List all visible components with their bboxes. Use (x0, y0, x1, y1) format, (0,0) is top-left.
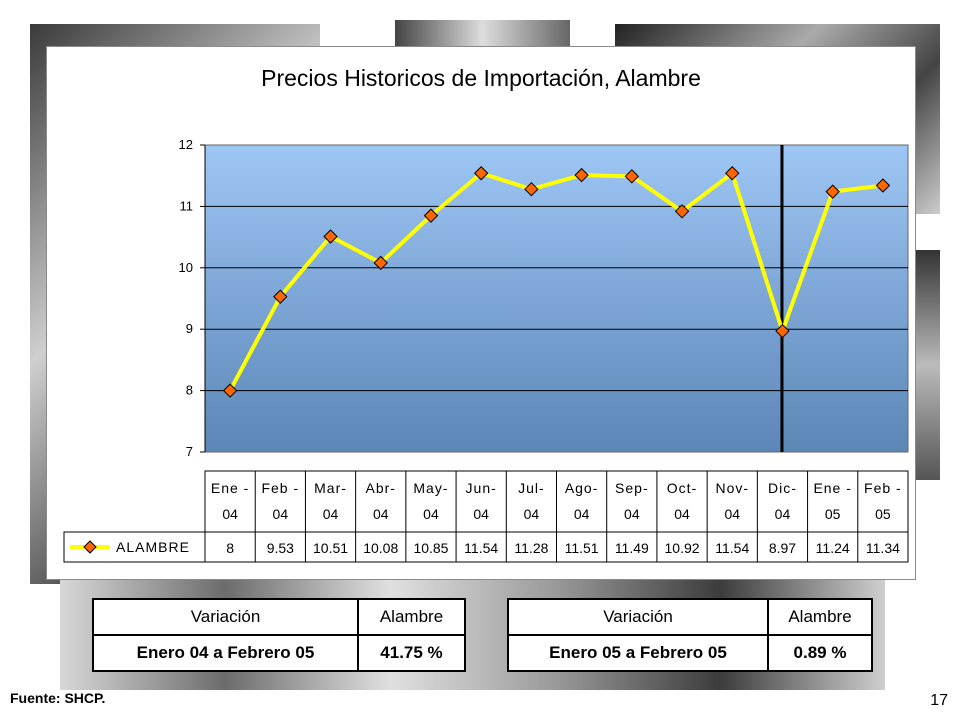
x-category-label: 04 (273, 506, 289, 522)
x-category-label: 05 (875, 506, 891, 522)
legend-marker-swatch (83, 540, 97, 554)
table-cell-period: Enero 04 a Febrero 05 (92, 634, 359, 672)
x-category-label: 04 (524, 506, 540, 522)
x-category-label: Sep- (615, 480, 649, 496)
source-note: Fuente: SHCP. (10, 690, 106, 706)
variation-table-2: Variación Alambre Enero 05 a Febrero 05 … (507, 598, 873, 672)
data-point-marker (674, 204, 690, 219)
data-value-label: 10.92 (665, 540, 700, 556)
data-value-label: 9.53 (267, 540, 294, 556)
data-point-marker (524, 182, 539, 197)
plot-area (204, 144, 909, 453)
y-tick-label: 10 (179, 260, 193, 275)
x-category-label: Ene - (813, 480, 851, 496)
data-point-marker (423, 208, 439, 223)
data-value-label: 11.28 (514, 540, 548, 556)
data-value-label: 10.85 (413, 540, 448, 556)
x-category-label: Feb - (261, 480, 299, 496)
data-value-label: 8 (226, 540, 234, 556)
x-category-label: Feb - (864, 480, 902, 496)
data-value-label: 11.54 (715, 540, 749, 556)
data-point-marker (624, 169, 640, 184)
x-category-label: 05 (825, 506, 841, 522)
variation-table-1: Variación Alambre Enero 04 a Febrero 05 … (92, 598, 466, 672)
x-category-label: Mar- (314, 480, 347, 496)
data-point-marker (273, 289, 288, 304)
x-category-label: Jun- (466, 480, 497, 496)
y-tick-label: 12 (179, 137, 193, 152)
data-value-label: 11.54 (464, 540, 498, 556)
x-category-label: Jul- (518, 480, 545, 496)
x-category-label: May- (413, 480, 448, 496)
y-tick-label: 8 (186, 383, 193, 398)
data-point-marker (825, 184, 840, 199)
x-category-label: Abr- (366, 480, 396, 496)
data-point-marker (574, 167, 589, 183)
x-category-label: Ene - (211, 480, 249, 496)
data-value-label: 10.08 (363, 540, 398, 556)
x-category-label: Dic- (768, 480, 797, 496)
x-category-label: 04 (574, 506, 590, 522)
x-category-label: 04 (423, 506, 439, 522)
x-category-label: 04 (323, 506, 339, 522)
data-point-marker (725, 166, 740, 181)
page-number: 17 (930, 692, 948, 709)
data-point-marker (473, 166, 489, 181)
table-header-alambre: Alambre (357, 598, 466, 636)
table-cell-variation: 0.89 % (767, 634, 873, 672)
data-point-marker (222, 383, 238, 398)
data-point-marker (775, 323, 790, 339)
data-point-marker (875, 178, 891, 193)
y-tick-label: 7 (186, 444, 193, 459)
table-header-variacion: Variación (507, 598, 769, 636)
data-value-label: 8.97 (769, 540, 796, 556)
y-tick-label: 11 (180, 198, 194, 213)
x-category-label: 04 (222, 506, 238, 522)
data-value-label: 11.49 (615, 540, 649, 556)
data-point-marker (373, 255, 388, 271)
data-value-label: 11.34 (866, 540, 900, 556)
table-cell-period: Enero 05 a Febrero 05 (507, 634, 769, 672)
y-tick-label: 9 (186, 321, 193, 336)
chart-title: Precios Historicos de Importación, Alamb… (261, 65, 701, 91)
data-value-label: 11.24 (816, 540, 850, 556)
x-category-label: 04 (724, 506, 740, 522)
x-category-label: 04 (624, 506, 640, 522)
series-line-alambre (228, 171, 884, 392)
x-category-label: Ago- (565, 480, 599, 496)
background-photo-right-mid (915, 250, 940, 480)
data-value-label: 11.51 (565, 540, 599, 556)
table-header-variacion: Variación (92, 598, 359, 636)
x-category-label: Nov- (715, 480, 749, 496)
x-category-label: 04 (373, 506, 389, 522)
x-category-label: Oct- (667, 480, 697, 496)
x-category-label: 04 (674, 506, 690, 522)
table-header-alambre: Alambre (767, 598, 873, 636)
data-value-label: 10.51 (313, 540, 348, 556)
legend-label: ALAMBRE (116, 539, 190, 555)
x-category-label: 04 (775, 506, 791, 522)
data-point-marker (323, 229, 338, 244)
table-cell-variation: 41.75 % (357, 634, 466, 672)
x-category-label: 04 (473, 506, 489, 522)
